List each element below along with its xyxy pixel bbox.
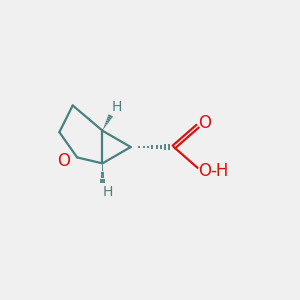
Text: H: H [103, 184, 113, 199]
Text: O: O [199, 114, 212, 132]
Text: -H: -H [210, 162, 228, 180]
Text: O: O [199, 162, 212, 180]
Text: O: O [57, 152, 70, 170]
Text: H: H [112, 100, 122, 114]
